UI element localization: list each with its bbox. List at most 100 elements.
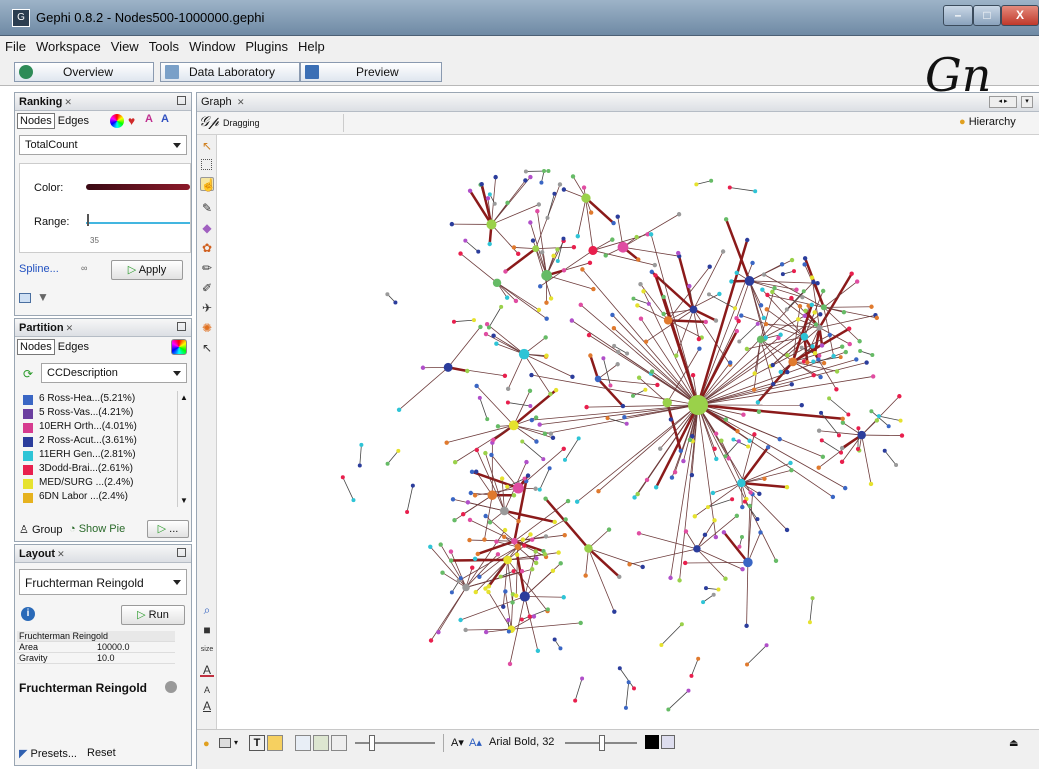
graph-node[interactable]: [544, 534, 548, 538]
graph-node[interactable]: [516, 252, 520, 256]
graph-node[interactable]: [661, 312, 665, 316]
graph-node[interactable]: [483, 586, 487, 590]
graph-node[interactable]: [661, 295, 665, 299]
graph-node[interactable]: [805, 360, 809, 364]
graph-node[interactable]: [439, 542, 443, 546]
graph-node[interactable]: [572, 245, 576, 249]
graph-node[interactable]: [696, 657, 700, 661]
graph-node[interactable]: [666, 707, 670, 711]
graph-node[interactable]: [615, 362, 619, 366]
graph-node[interactable]: [758, 530, 762, 534]
graph-node[interactable]: [386, 462, 390, 466]
graph-node[interactable]: [819, 411, 823, 415]
partition-color-swatch[interactable]: [23, 395, 33, 405]
graph-node[interactable]: [494, 342, 498, 346]
font-size-increase-icon[interactable]: A▴: [469, 736, 482, 749]
graph-node[interactable]: [858, 349, 862, 353]
graph-node[interactable]: [631, 394, 635, 398]
graph-node[interactable]: [491, 333, 495, 337]
graph-node[interactable]: [776, 336, 780, 340]
graph-node[interactable]: [534, 439, 538, 443]
data-laboratory-button[interactable]: Data Laboratory: [160, 62, 300, 82]
graph-node[interactable]: [634, 235, 638, 239]
graph-node[interactable]: [653, 263, 657, 267]
graph-node[interactable]: [543, 432, 547, 436]
graph-node[interactable]: [484, 630, 488, 634]
graph-node[interactable]: [467, 538, 471, 542]
graph-node[interactable]: [566, 499, 570, 503]
size-icon[interactable]: A: [145, 113, 153, 125]
graph-node[interactable]: [897, 394, 901, 398]
graph-node[interactable]: [690, 306, 698, 314]
graph-node[interactable]: [537, 202, 541, 206]
graph-node[interactable]: [670, 475, 674, 479]
presets-button[interactable]: ◤ Presets...: [19, 747, 77, 760]
graph-node[interactable]: [563, 517, 567, 521]
font-size-decrease-icon[interactable]: A▾: [451, 736, 464, 749]
graph-node[interactable]: [687, 284, 691, 288]
graph-node[interactable]: [650, 270, 654, 274]
graph-node[interactable]: [515, 553, 519, 557]
graph-node[interactable]: [396, 449, 400, 453]
graph-node[interactable]: [681, 459, 685, 463]
layout-algorithm-select[interactable]: Fruchterman Reingold: [19, 569, 187, 595]
partition-color-swatch[interactable]: [23, 479, 33, 489]
hierarchy-button[interactable]: ● Hierarchy: [959, 116, 1016, 128]
graph-node[interactable]: [512, 245, 516, 249]
graph-node[interactable]: [839, 451, 843, 455]
partition-item[interactable]: MED/SURG ...(2.4%): [23, 477, 183, 490]
graph-node[interactable]: [717, 292, 721, 296]
graph-node[interactable]: [491, 438, 495, 442]
graph-node[interactable]: [649, 232, 653, 236]
graph-node[interactable]: [528, 220, 532, 224]
graph-node[interactable]: [473, 493, 477, 497]
graph-node[interactable]: [562, 268, 566, 272]
graph-node[interactable]: [841, 420, 845, 424]
graph-node[interactable]: [485, 417, 489, 421]
graph-node[interactable]: [817, 465, 821, 469]
graph-node[interactable]: [484, 332, 488, 336]
graph-node[interactable]: [744, 624, 748, 628]
graph-node[interactable]: [520, 569, 524, 573]
graph-node[interactable]: [483, 451, 487, 455]
graph-node[interactable]: [821, 289, 825, 293]
graph-node[interactable]: [803, 256, 807, 260]
graph-node[interactable]: [846, 413, 850, 417]
minimize-icon[interactable]: [177, 96, 186, 105]
partition-color-swatch[interactable]: [23, 409, 33, 419]
partition-item[interactable]: 5 Ross-Vas...(4.21%): [23, 407, 183, 420]
graph-node[interactable]: [811, 360, 815, 364]
tab-nodes[interactable]: Nodes: [17, 113, 55, 129]
graph-node[interactable]: [466, 500, 470, 504]
graph-node[interactable]: [601, 356, 605, 360]
graph-node[interactable]: [644, 339, 648, 343]
graph-node[interactable]: [478, 325, 482, 329]
drag-icon[interactable]: ☝: [200, 177, 214, 191]
graph-node[interactable]: [755, 517, 759, 521]
graph-node[interactable]: [871, 374, 875, 378]
graph-node[interactable]: [800, 295, 804, 299]
graph-node[interactable]: [453, 460, 457, 464]
graph-node[interactable]: [520, 591, 530, 601]
graph-node[interactable]: [520, 439, 524, 443]
graph-node[interactable]: [839, 355, 843, 359]
graph-node[interactable]: [535, 209, 539, 213]
graph-node[interactable]: [788, 357, 797, 366]
graph-node[interactable]: [753, 189, 757, 193]
graph-node[interactable]: [817, 429, 821, 433]
graph-node[interactable]: [750, 261, 754, 265]
graph-node[interactable]: [869, 482, 873, 486]
graph-node[interactable]: [421, 366, 425, 370]
ranking-attribute-select[interactable]: TotalCount: [19, 135, 187, 155]
graph-node[interactable]: [577, 436, 581, 440]
graph-node[interactable]: [588, 246, 597, 255]
graph-node[interactable]: [489, 453, 493, 457]
graph-node[interactable]: [704, 320, 708, 324]
graph-node[interactable]: [703, 533, 707, 537]
graph-node[interactable]: [686, 689, 690, 693]
graph-node[interactable]: [719, 438, 723, 442]
partition-color-swatch[interactable]: [23, 465, 33, 475]
graph-node[interactable]: [827, 396, 831, 400]
graph-node[interactable]: [762, 272, 766, 276]
graph-node[interactable]: [641, 289, 645, 293]
